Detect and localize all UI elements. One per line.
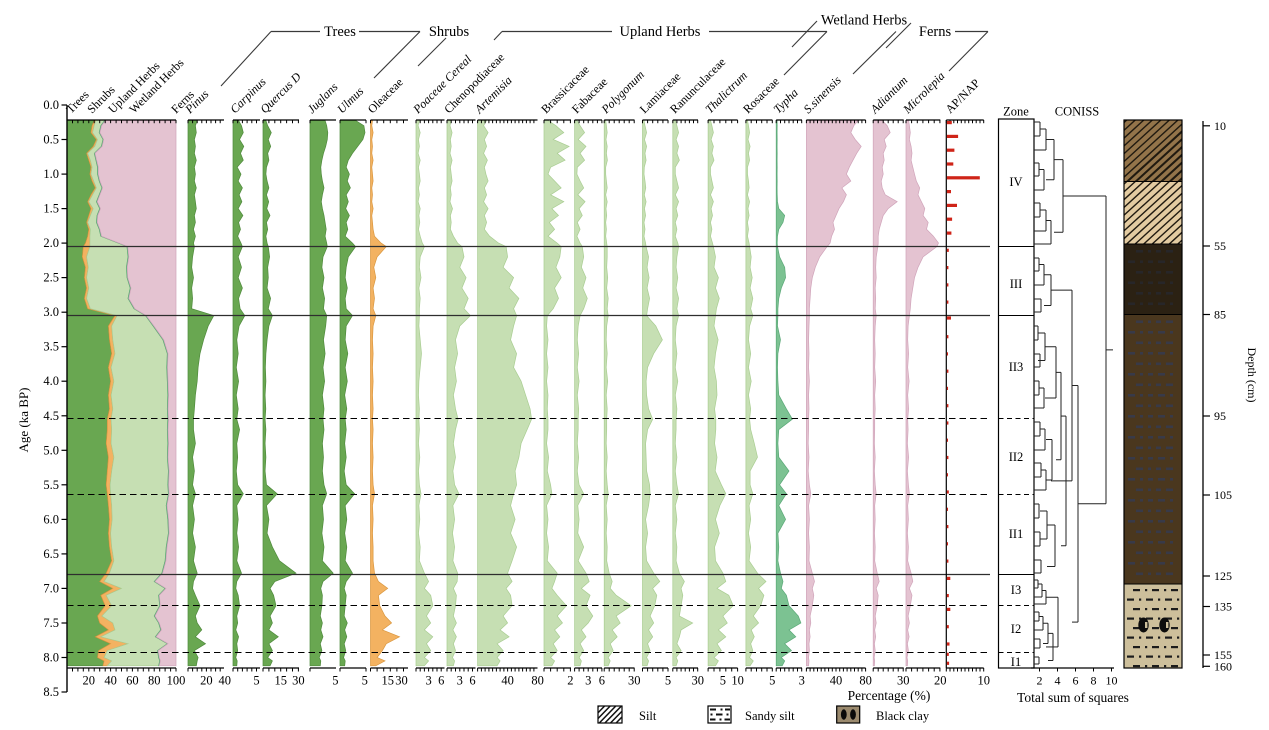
- svg-text:160: 160: [1214, 659, 1232, 673]
- svg-text:Ferns: Ferns: [919, 24, 952, 40]
- svg-text:15: 15: [274, 674, 287, 688]
- svg-text:0.0: 0.0: [43, 98, 59, 112]
- svg-text:2.0: 2.0: [43, 236, 59, 250]
- svg-text:I3: I3: [1011, 583, 1021, 597]
- svg-text:40: 40: [219, 674, 232, 688]
- svg-text:1.0: 1.0: [43, 167, 59, 181]
- svg-text:3: 3: [457, 674, 463, 688]
- svg-text:6.5: 6.5: [43, 547, 59, 561]
- svg-text:40: 40: [830, 674, 843, 688]
- svg-text:105: 105: [1214, 488, 1232, 502]
- svg-text:20: 20: [934, 674, 947, 688]
- svg-text:30: 30: [395, 674, 408, 688]
- svg-text:85: 85: [1214, 308, 1226, 322]
- svg-text:4: 4: [1055, 674, 1061, 688]
- svg-text:3: 3: [799, 674, 805, 688]
- svg-text:6: 6: [469, 674, 475, 688]
- svg-text:III: III: [1010, 277, 1023, 291]
- svg-text:20: 20: [83, 674, 96, 688]
- svg-text:Zone: Zone: [1003, 105, 1029, 119]
- svg-text:80: 80: [531, 674, 544, 688]
- svg-text:30: 30: [897, 674, 910, 688]
- svg-text:8.0: 8.0: [43, 651, 59, 665]
- svg-text:6.0: 6.0: [43, 512, 59, 526]
- svg-text:15: 15: [381, 674, 394, 688]
- svg-text:II1: II1: [1009, 527, 1024, 541]
- svg-text:3.0: 3.0: [43, 305, 59, 319]
- svg-text:Depth (cm): Depth (cm): [1245, 348, 1259, 403]
- svg-text:Total sum of squares: Total sum of squares: [1017, 690, 1129, 705]
- svg-text:8: 8: [1091, 674, 1097, 688]
- svg-text:Age (ka BP): Age (ka BP): [16, 388, 31, 453]
- svg-text:5.5: 5.5: [43, 478, 59, 492]
- svg-text:II2: II2: [1009, 450, 1024, 464]
- svg-text:6: 6: [1073, 674, 1079, 688]
- svg-text:30: 30: [292, 674, 305, 688]
- svg-text:10: 10: [977, 674, 990, 688]
- svg-text:2.5: 2.5: [43, 271, 59, 285]
- svg-text:Wetland Herbs: Wetland Herbs: [821, 13, 908, 29]
- svg-text:125: 125: [1214, 569, 1232, 583]
- svg-text:4.0: 4.0: [43, 374, 59, 388]
- svg-text:7.5: 7.5: [43, 616, 59, 630]
- svg-text:1.5: 1.5: [43, 202, 59, 216]
- svg-text:I2: I2: [1011, 622, 1021, 636]
- svg-text:3: 3: [585, 674, 591, 688]
- svg-text:5: 5: [362, 674, 368, 688]
- svg-text:55: 55: [1214, 239, 1226, 253]
- svg-text:Upland Herbs: Upland Herbs: [620, 24, 701, 40]
- svg-text:II3: II3: [1009, 360, 1024, 374]
- svg-text:5: 5: [665, 674, 671, 688]
- svg-text:Trees: Trees: [324, 24, 356, 40]
- svg-text:5: 5: [332, 674, 338, 688]
- svg-text:30: 30: [628, 674, 641, 688]
- svg-text:10: 10: [731, 674, 744, 688]
- svg-text:5: 5: [769, 674, 775, 688]
- svg-text:100: 100: [167, 674, 186, 688]
- svg-text:5: 5: [253, 674, 259, 688]
- svg-text:10: 10: [1214, 119, 1226, 133]
- svg-text:8.5: 8.5: [43, 685, 59, 699]
- svg-text:40: 40: [501, 674, 514, 688]
- svg-text:95: 95: [1214, 409, 1226, 423]
- svg-text:80: 80: [148, 674, 161, 688]
- svg-text:Silt: Silt: [639, 709, 657, 723]
- svg-text:20: 20: [200, 674, 213, 688]
- svg-text:30: 30: [691, 674, 704, 688]
- svg-text:2: 2: [1037, 674, 1043, 688]
- svg-text:Percentage (%): Percentage (%): [848, 688, 931, 703]
- svg-text:10: 10: [1106, 674, 1118, 688]
- svg-text:Sandy silt: Sandy silt: [745, 709, 795, 723]
- svg-text:4.5: 4.5: [43, 409, 59, 423]
- svg-text:I1: I1: [1011, 655, 1021, 669]
- svg-text:5: 5: [720, 674, 726, 688]
- svg-text:0.5: 0.5: [43, 133, 59, 147]
- svg-text:IV: IV: [1009, 175, 1022, 189]
- svg-text:135: 135: [1214, 600, 1232, 614]
- svg-text:3.5: 3.5: [43, 340, 59, 354]
- svg-text:6: 6: [599, 674, 605, 688]
- svg-text:6: 6: [438, 674, 444, 688]
- svg-text:2: 2: [567, 674, 573, 688]
- svg-text:Black clay: Black clay: [876, 709, 930, 723]
- svg-text:Shrubs: Shrubs: [429, 24, 470, 40]
- svg-text:3: 3: [425, 674, 431, 688]
- svg-text:7.0: 7.0: [43, 581, 59, 595]
- svg-text:60: 60: [126, 674, 139, 688]
- svg-text:CONISS: CONISS: [1055, 105, 1100, 119]
- svg-text:5.0: 5.0: [43, 443, 59, 457]
- svg-text:40: 40: [104, 674, 117, 688]
- svg-text:155: 155: [1214, 648, 1232, 662]
- svg-text:80: 80: [859, 674, 872, 688]
